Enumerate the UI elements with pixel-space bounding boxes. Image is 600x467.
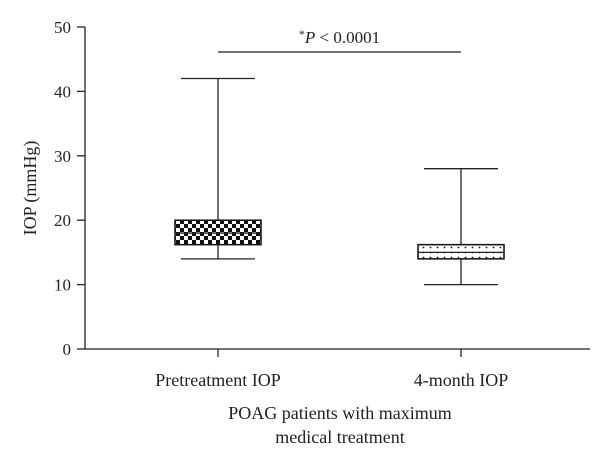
significance-annotation: *P < 0.0001 xyxy=(218,27,461,53)
boxes xyxy=(174,77,505,286)
box-pretreatment-iop xyxy=(174,77,262,260)
p-value-label: *P < 0.0001 xyxy=(299,27,380,47)
y-tick-label: 50 xyxy=(54,18,71,37)
x-tick-label: 4-month IOP xyxy=(414,370,509,390)
y-axis: 0 10 20 30 40 50 xyxy=(54,18,86,359)
x-axis: Pretreatment IOP 4-month IOP xyxy=(85,348,590,390)
x-tick-label: Pretreatment IOP xyxy=(155,370,280,390)
y-tick-label: 40 xyxy=(54,82,71,101)
x-axis-title-line-1: POAG patients with maximum xyxy=(228,403,452,423)
y-tick-label: 10 xyxy=(54,276,71,295)
y-tick-label: 30 xyxy=(54,147,71,166)
x-axis-title-line-2: medical treatment xyxy=(275,427,404,447)
y-tick-label: 20 xyxy=(54,211,71,230)
box-4-month-iop xyxy=(417,168,505,286)
y-tick-label: 0 xyxy=(63,340,72,359)
y-axis-title: IOP (mmHg) xyxy=(20,141,41,236)
